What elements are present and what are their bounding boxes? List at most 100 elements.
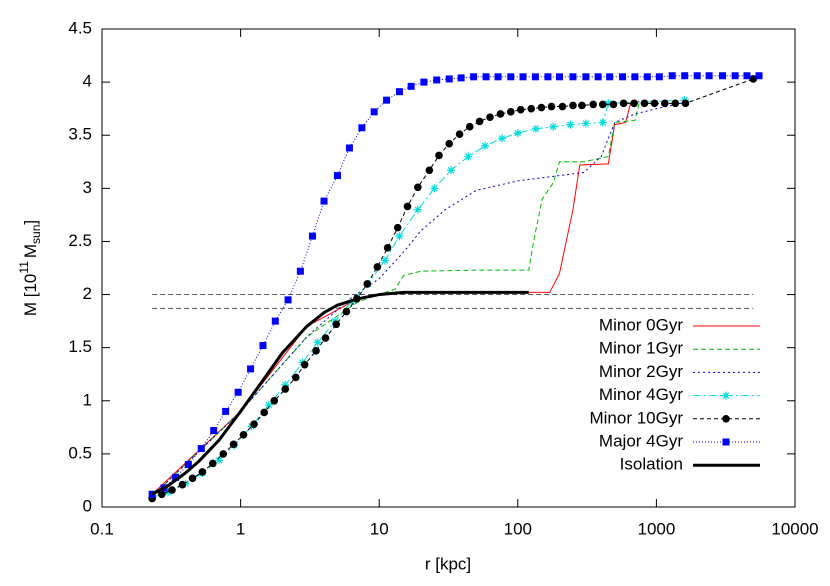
marker [333,172,341,180]
marker [722,438,730,446]
marker [719,72,727,80]
legend-label: Minor 10Gyr [589,408,683,427]
marker [172,473,180,481]
marker [373,263,382,271]
marker [425,166,434,175]
marker [722,415,730,423]
marker [380,256,389,265]
marker [749,75,758,83]
y-tick-label: 2.5 [68,231,92,250]
marker [547,102,556,111]
marker [455,130,464,138]
marker [383,96,391,104]
series-line [151,75,760,495]
marker [435,151,443,160]
marker [321,334,330,342]
marker [157,490,166,499]
marker [198,468,207,476]
marker [668,72,676,80]
y-tick-label: 2 [83,284,92,303]
marker [320,197,328,205]
marker [631,73,639,81]
marker [569,73,577,81]
marker [650,99,659,108]
marker [188,474,197,483]
marker [430,184,439,193]
marker [582,73,590,81]
marker [507,73,515,81]
x-tick-label: 10000 [771,519,818,538]
marker [731,72,739,80]
series-line [151,78,754,499]
marker [531,73,539,81]
marker [496,110,505,118]
marker [693,72,701,80]
marker [445,139,454,148]
marker [259,342,267,350]
legend-label: Major 4Gyr [599,431,683,450]
marker [755,72,763,80]
x-tick-label: 10 [370,519,389,538]
y-tick-label: 1.5 [68,337,92,356]
marker [481,141,490,150]
marker [291,373,300,382]
marker [395,88,403,96]
marker [300,360,309,369]
marker [281,380,290,389]
marker [239,430,248,439]
marker [531,124,540,133]
marker [606,73,614,81]
marker [486,113,494,121]
marker [619,99,628,108]
marker [413,205,422,214]
marker [516,105,525,114]
marker [184,461,192,469]
marker [407,82,415,90]
marker [743,72,751,80]
marker [619,73,627,81]
x-tick-label: 100 [504,519,532,538]
marker [549,122,558,131]
y-label-sub: sun [29,225,43,244]
marker [475,117,484,126]
marker [271,317,279,325]
marker [598,100,607,109]
marker [308,232,316,240]
marker [661,99,669,108]
marker [447,166,456,175]
y-tick-label: 3.5 [68,125,92,144]
marker [345,144,353,152]
marker [296,267,304,275]
marker [506,108,515,116]
y-axis-label: M [1011 Msun] [17,220,43,316]
legend-label: Minor 4Gyr [599,385,683,404]
legend-label: Isolation [620,455,683,474]
marker [370,108,378,116]
marker [558,102,567,111]
marker [197,445,205,453]
marker [210,427,218,435]
marker [234,388,242,396]
series-line [151,103,640,497]
y-tick-label: 4 [83,72,92,91]
x-tick-label: 0.1 [90,519,114,538]
marker [569,101,577,110]
y-label-part: M [10 [21,274,40,317]
marker [229,440,238,449]
legend-label: Minor 2Gyr [599,362,683,381]
y-tick-label: 0 [83,496,92,515]
marker [363,280,372,288]
marker [581,119,590,128]
marker [264,401,273,410]
marker [578,101,586,110]
marker [722,391,730,400]
y-label-part: ] [21,220,40,225]
marker [178,480,187,489]
marker [247,365,255,373]
marker [420,78,428,86]
marker [671,99,680,108]
marker [403,202,412,211]
plot-frame [101,28,796,508]
marker [342,307,351,316]
marker [655,73,663,81]
